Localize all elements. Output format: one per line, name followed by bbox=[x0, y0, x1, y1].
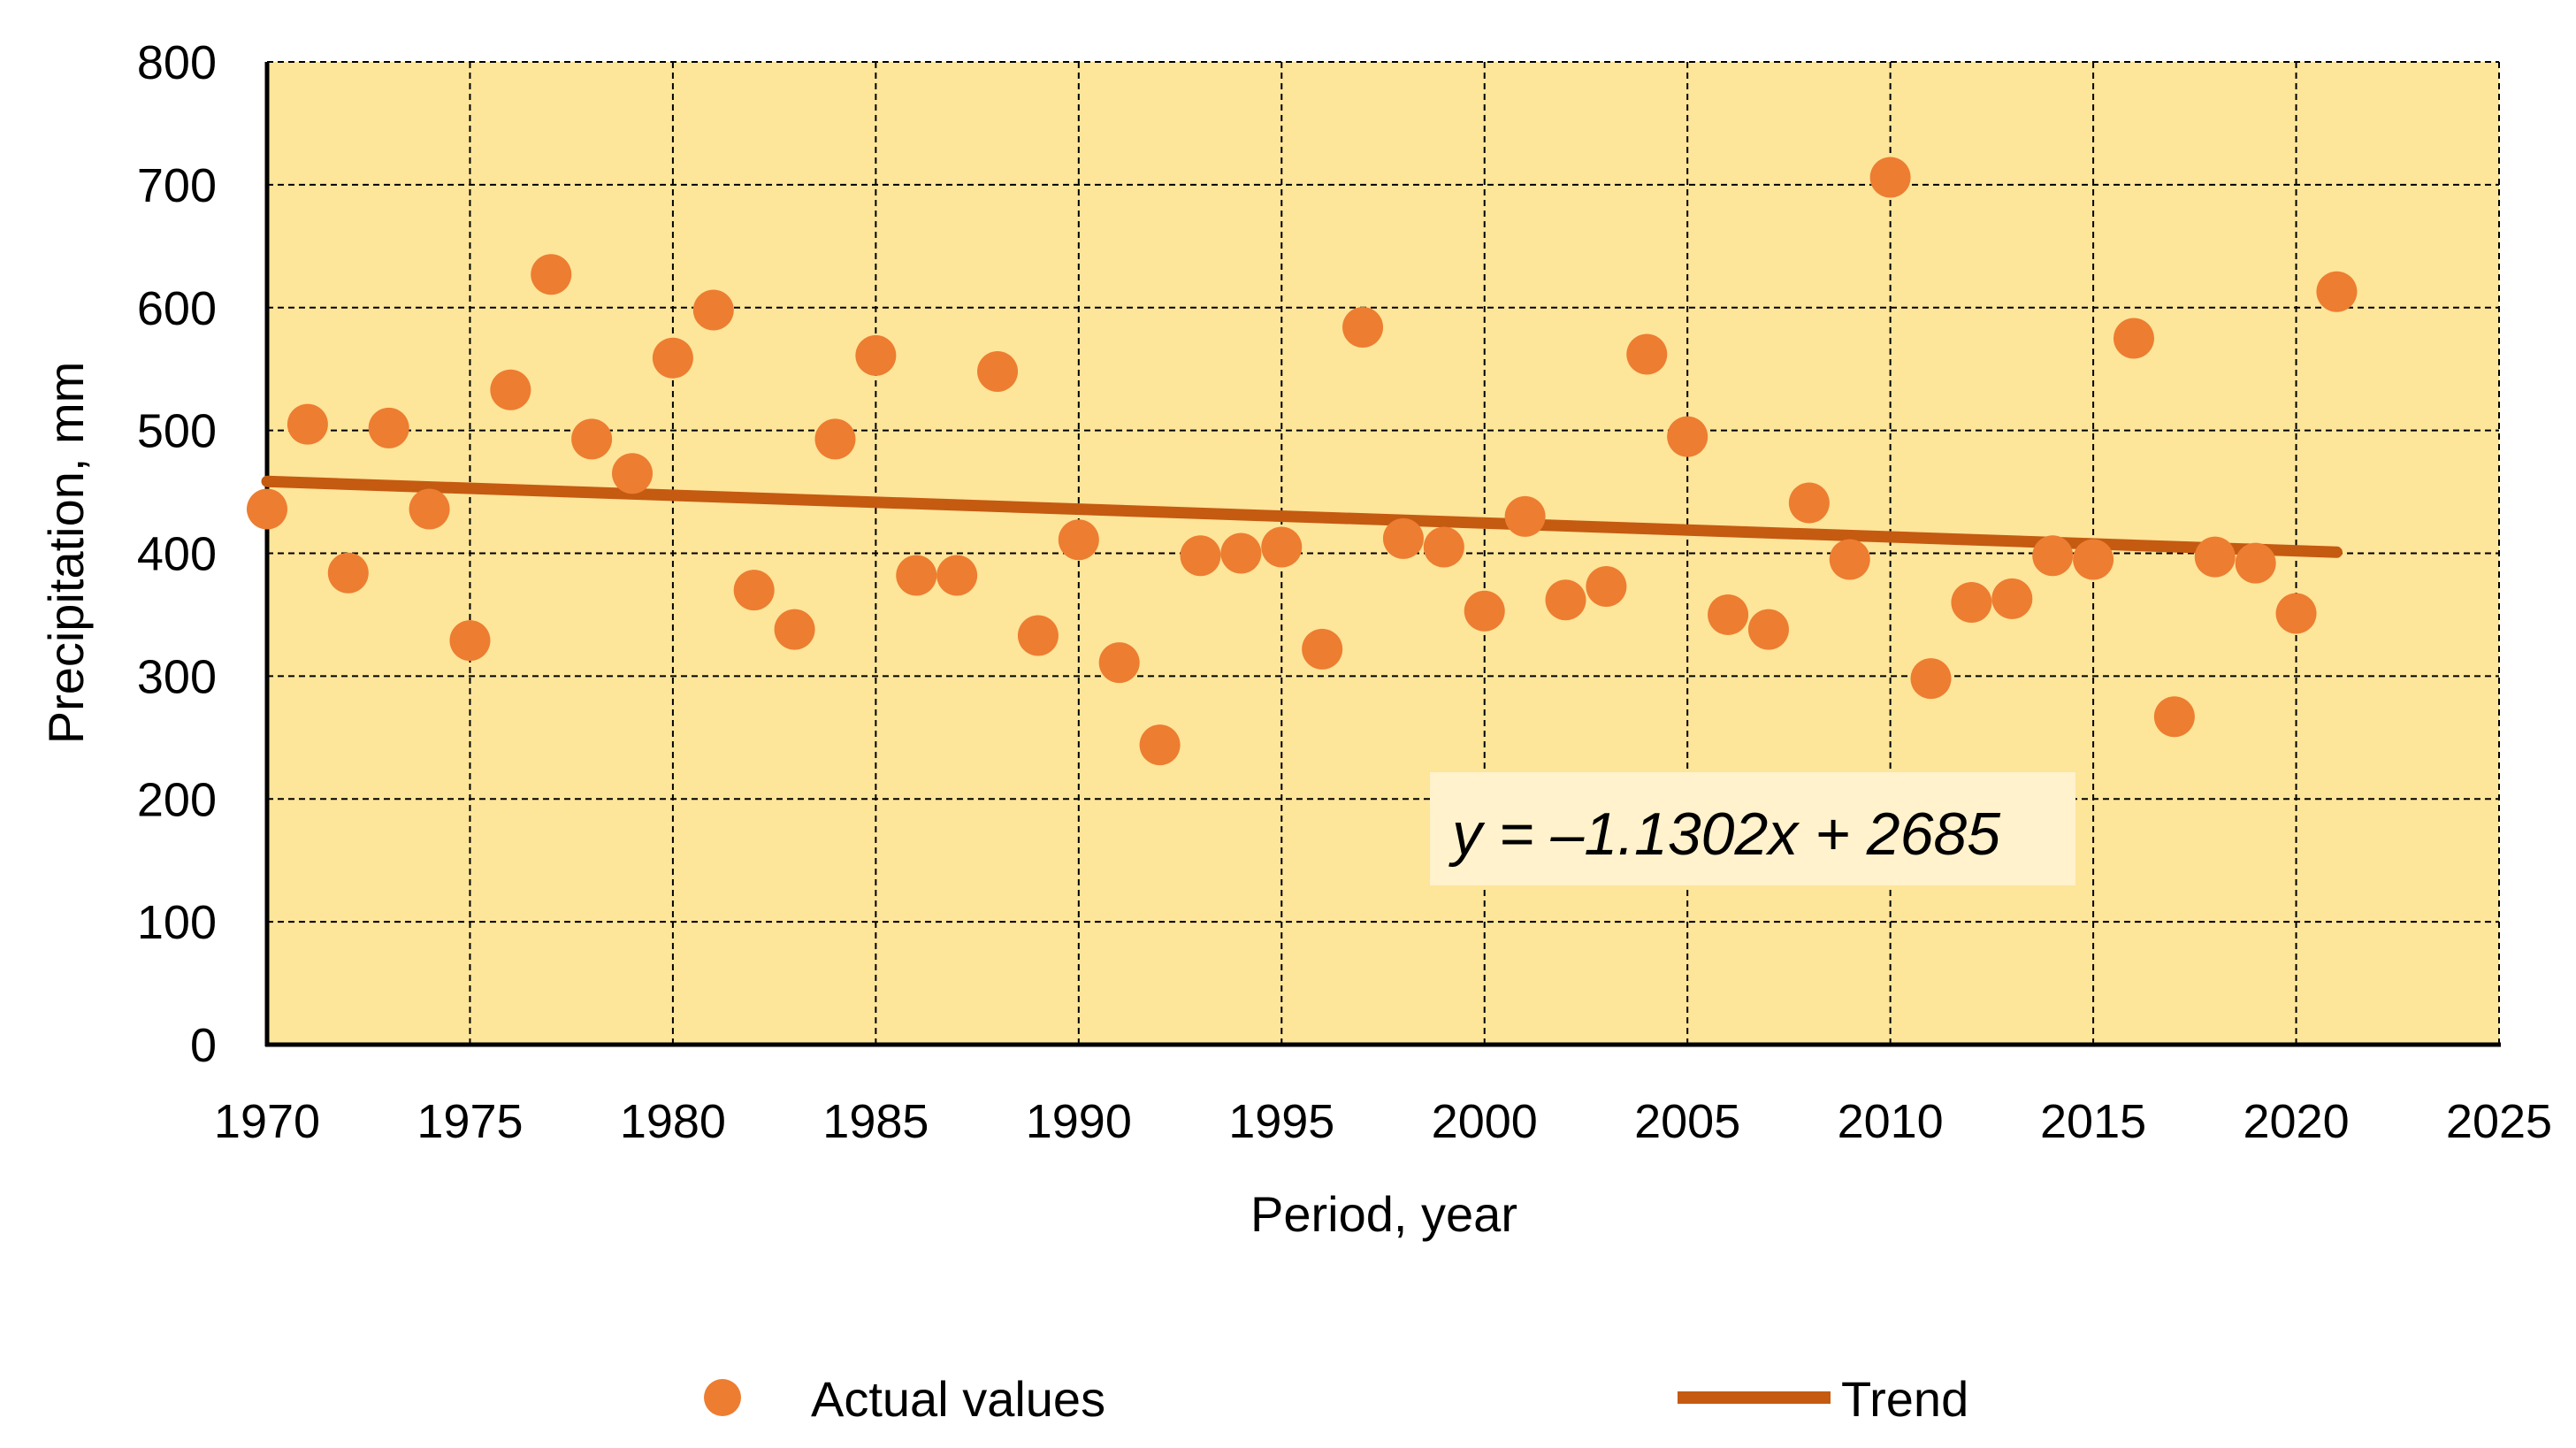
equation-box bbox=[1430, 772, 2075, 885]
legend: Actual values Trend bbox=[704, 1371, 1968, 1427]
data-point-1975 bbox=[449, 620, 491, 662]
data-point-2004 bbox=[1626, 333, 1668, 375]
data-point-2001 bbox=[1504, 495, 1546, 537]
data-point-1981 bbox=[692, 289, 734, 331]
trend-series bbox=[261, 475, 2343, 558]
data-point-2002 bbox=[1545, 579, 1586, 621]
data-point-1993 bbox=[1180, 535, 1221, 577]
data-point-1978 bbox=[571, 418, 613, 460]
data-point-1994 bbox=[1220, 532, 1262, 574]
equation-annotation: y = –1.1302x + 2685 bbox=[1430, 772, 2075, 885]
x-tick-label-1975: 1975 bbox=[417, 1095, 523, 1148]
data-point-2018 bbox=[2194, 536, 2236, 578]
data-point-1976 bbox=[490, 369, 531, 410]
legend-label-actual-values: Actual values bbox=[811, 1371, 1105, 1427]
x-tick-label-2020: 2020 bbox=[2243, 1095, 2349, 1148]
data-point-1973 bbox=[368, 407, 409, 448]
data-point-1983 bbox=[774, 609, 815, 650]
data-point-2012 bbox=[1951, 582, 1992, 624]
data-point-1995 bbox=[1261, 526, 1303, 568]
data-point-2019 bbox=[2235, 542, 2276, 584]
x-tick-label-2015: 2015 bbox=[2040, 1095, 2146, 1148]
x-tick-label-1980: 1980 bbox=[620, 1095, 726, 1148]
data-point-1998 bbox=[1382, 517, 1424, 559]
data-point-1979 bbox=[612, 453, 654, 494]
y-tick-label-0: 0 bbox=[190, 1019, 217, 1072]
y-tick-labels: 0 100 200 300 400 500 600 700 800 bbox=[137, 36, 217, 1072]
x-tick-label-2000: 2000 bbox=[1432, 1095, 1538, 1148]
data-point-2006 bbox=[1708, 594, 1749, 635]
data-point-2016 bbox=[2113, 318, 2154, 359]
data-point-1984 bbox=[814, 418, 856, 460]
x-tick-label-2025: 2025 bbox=[2446, 1095, 2552, 1148]
data-point-1980 bbox=[652, 337, 693, 379]
equation-text: y = –1.1302x + 2685 bbox=[1449, 801, 2000, 868]
data-point-1972 bbox=[327, 552, 369, 594]
data-point-1989 bbox=[1017, 615, 1059, 656]
data-point-1982 bbox=[733, 570, 775, 611]
data-point-2017 bbox=[2153, 696, 2195, 738]
y-tick-label-700: 700 bbox=[137, 159, 217, 212]
y-tick-label-500: 500 bbox=[137, 405, 217, 458]
x-tick-label-1990: 1990 bbox=[1026, 1095, 1132, 1148]
x-tick-label-1995: 1995 bbox=[1228, 1095, 1334, 1148]
data-point-1977 bbox=[531, 254, 572, 295]
legend-marker-actual-values bbox=[704, 1379, 741, 1416]
data-point-2007 bbox=[1747, 609, 1789, 650]
actual-values-series bbox=[247, 157, 2358, 766]
x-tick-label-1985: 1985 bbox=[822, 1095, 929, 1148]
data-point-1988 bbox=[977, 350, 1019, 392]
data-point-2014 bbox=[2032, 535, 2074, 577]
y-tick-label-800: 800 bbox=[137, 36, 217, 89]
data-point-1999 bbox=[1423, 526, 1464, 568]
data-point-2005 bbox=[1667, 416, 1708, 457]
x-tick-labels: 1970 1975 1980 1985 1990 1995 2000 2005 2010 2015… bbox=[214, 1095, 2552, 1148]
data-point-2008 bbox=[1788, 482, 1830, 524]
data-point-2010 bbox=[1869, 157, 1911, 198]
y-tick-label-600: 600 bbox=[137, 282, 217, 335]
y-axis-title: Precipitation, mm bbox=[38, 362, 94, 745]
data-point-2011 bbox=[1910, 658, 1952, 700]
data-point-2015 bbox=[2073, 539, 2114, 580]
data-point-1970 bbox=[247, 488, 287, 530]
data-point-1997 bbox=[1342, 306, 1384, 348]
data-point-1991 bbox=[1098, 642, 1140, 684]
data-point-1992 bbox=[1139, 724, 1181, 766]
data-point-1985 bbox=[855, 334, 897, 376]
data-point-2009 bbox=[1829, 539, 1870, 580]
x-axis-title: Period, year bbox=[1250, 1186, 1517, 1242]
x-tick-label-2010: 2010 bbox=[1838, 1095, 1944, 1148]
data-point-1974 bbox=[409, 488, 450, 530]
y-tick-label-200: 200 bbox=[137, 773, 217, 826]
x-tick-label-1970: 1970 bbox=[214, 1095, 320, 1148]
y-tick-label-100: 100 bbox=[137, 896, 217, 949]
data-point-2000 bbox=[1464, 590, 1505, 632]
data-point-1971 bbox=[287, 403, 328, 445]
x-tick-label-2005: 2005 bbox=[1634, 1095, 1740, 1148]
legend-label-trend: Trend bbox=[1841, 1371, 1968, 1427]
trend-line bbox=[261, 475, 2343, 558]
data-point-1986 bbox=[896, 555, 937, 596]
y-tick-label-300: 300 bbox=[137, 650, 217, 703]
data-point-2020 bbox=[2275, 593, 2317, 634]
data-point-2021 bbox=[2316, 271, 2358, 312]
data-point-2003 bbox=[1586, 565, 1627, 607]
data-point-1990 bbox=[1058, 519, 1099, 561]
axes bbox=[264, 62, 2501, 1047]
data-point-1987 bbox=[936, 555, 978, 596]
data-point-2013 bbox=[1991, 578, 2033, 619]
data-point-1996 bbox=[1302, 628, 1343, 670]
y-tick-label-400: 400 bbox=[137, 528, 217, 581]
